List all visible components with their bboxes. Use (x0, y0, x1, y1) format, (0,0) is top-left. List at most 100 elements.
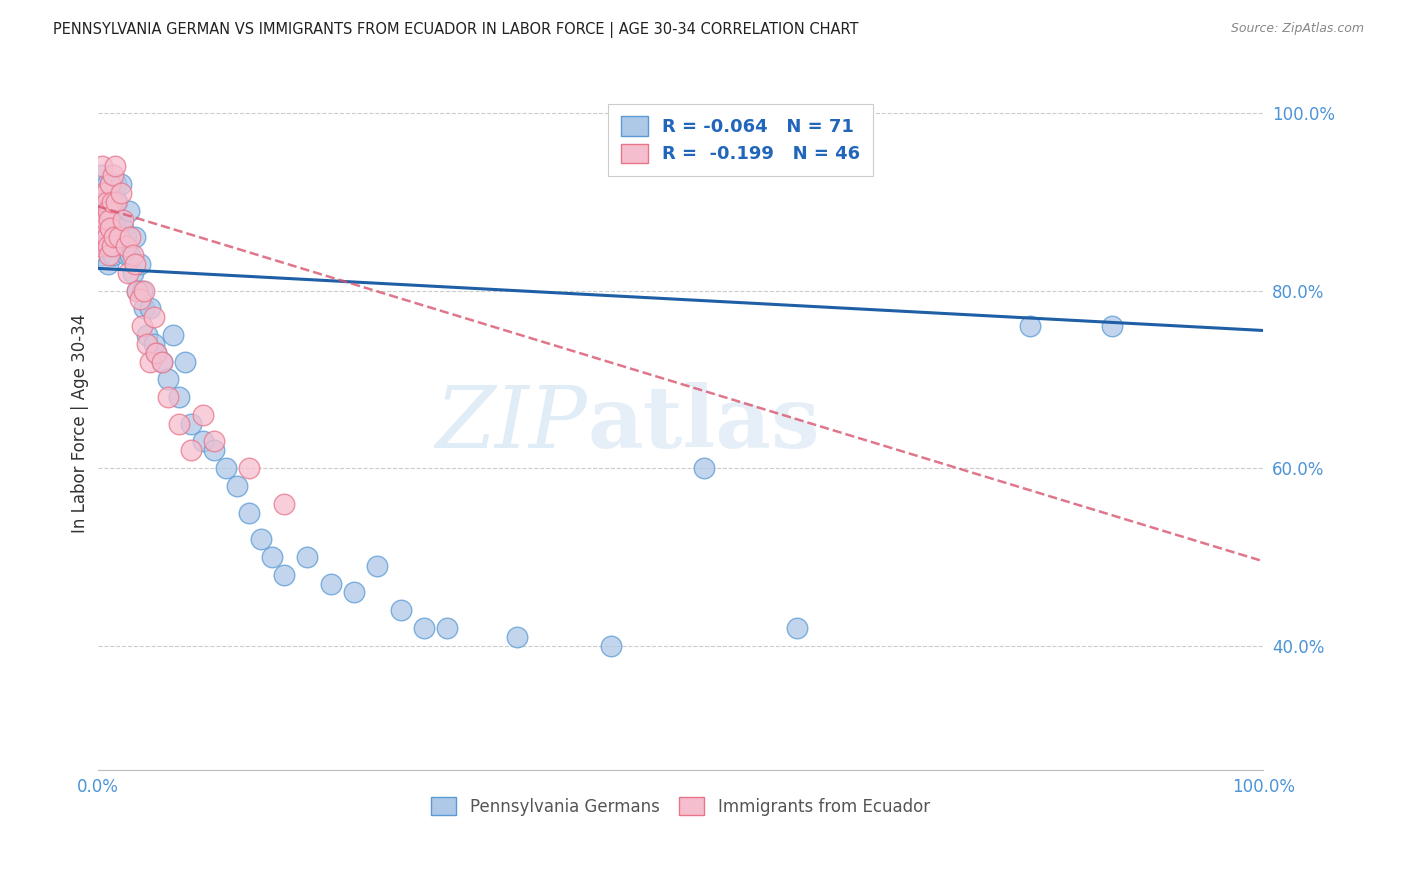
Point (167, 390, 190, 404)
Point (162, 327, 184, 342)
Point (319, 576, 342, 591)
Point (366, 558, 388, 573)
Text: ZIP: ZIP (436, 383, 588, 465)
Point (273, 567, 295, 582)
Point (112, 221, 135, 235)
Point (389, 603, 412, 617)
Point (297, 549, 319, 564)
Point (110, 186, 132, 200)
Point (167, 417, 190, 431)
Point (124, 230, 146, 244)
Point (110, 177, 132, 191)
Point (174, 354, 197, 368)
Point (786, 621, 808, 635)
Point (128, 293, 150, 307)
Text: atlas: atlas (588, 382, 820, 466)
Point (120, 230, 142, 244)
Point (124, 257, 146, 271)
Point (121, 248, 143, 262)
Point (150, 354, 173, 368)
Point (90, 248, 112, 262)
Text: PENNSYLVANIA GERMAN VS IMMIGRANTS FROM ECUADOR IN LABOR FORCE | AGE 30-34 CORREL: PENNSYLVANIA GERMAN VS IMMIGRANTS FROM E… (53, 22, 859, 38)
Point (105, 221, 128, 235)
Point (226, 479, 249, 493)
Point (93, 212, 115, 227)
Point (89, 212, 111, 227)
Point (100, 239, 122, 253)
Point (93, 186, 115, 200)
Point (436, 621, 458, 635)
Point (107, 230, 129, 244)
Point (98, 212, 121, 227)
Point (131, 319, 153, 334)
Point (96, 230, 118, 244)
Point (599, 639, 621, 653)
Point (131, 284, 153, 298)
Point (112, 212, 135, 227)
Point (93, 221, 115, 235)
Legend: Pennsylvania Germans, Immigrants from Ecuador: Pennsylvania Germans, Immigrants from Ec… (423, 789, 938, 824)
Point (180, 443, 202, 458)
Point (215, 461, 238, 475)
Point (191, 408, 214, 422)
Point (100, 177, 122, 191)
Point (142, 310, 165, 325)
Point (101, 248, 124, 262)
Point (96, 177, 118, 191)
Point (262, 549, 284, 564)
Point (139, 354, 162, 368)
Point (108, 212, 131, 227)
Point (180, 417, 202, 431)
Point (191, 434, 214, 449)
Point (104, 159, 127, 173)
Point (1101, 319, 1123, 334)
Point (156, 372, 179, 386)
Point (118, 203, 141, 218)
Point (101, 203, 124, 218)
Text: Source: ZipAtlas.com: Source: ZipAtlas.com (1230, 22, 1364, 36)
Point (105, 177, 128, 191)
Point (117, 266, 139, 280)
Point (343, 585, 366, 599)
Point (97, 257, 120, 271)
Point (104, 230, 127, 244)
Point (249, 532, 271, 546)
Point (91, 168, 114, 182)
Point (145, 345, 167, 359)
Point (98, 230, 121, 244)
Point (693, 461, 716, 475)
Point (134, 301, 156, 316)
Point (93, 186, 115, 200)
Point (96, 194, 118, 209)
Point (103, 186, 125, 200)
Point (100, 221, 122, 235)
Point (103, 230, 125, 244)
Point (413, 621, 436, 635)
Point (506, 630, 529, 644)
Point (150, 354, 173, 368)
Point (121, 266, 143, 280)
Point (156, 390, 179, 404)
Point (91, 159, 114, 173)
Point (114, 239, 136, 253)
Point (98, 248, 121, 262)
Point (90, 239, 112, 253)
Point (100, 194, 122, 209)
Point (96, 221, 118, 235)
Point (127, 284, 149, 298)
Point (115, 248, 138, 262)
Point (202, 434, 225, 449)
Point (94, 186, 117, 200)
Point (128, 257, 150, 271)
Point (97, 230, 120, 244)
Point (135, 336, 157, 351)
Point (238, 506, 260, 520)
Point (97, 239, 120, 253)
Point (120, 248, 142, 262)
Point (94, 239, 117, 253)
Point (100, 239, 122, 253)
Point (100, 221, 122, 235)
Point (93, 194, 115, 209)
Point (105, 194, 128, 209)
Point (273, 497, 295, 511)
